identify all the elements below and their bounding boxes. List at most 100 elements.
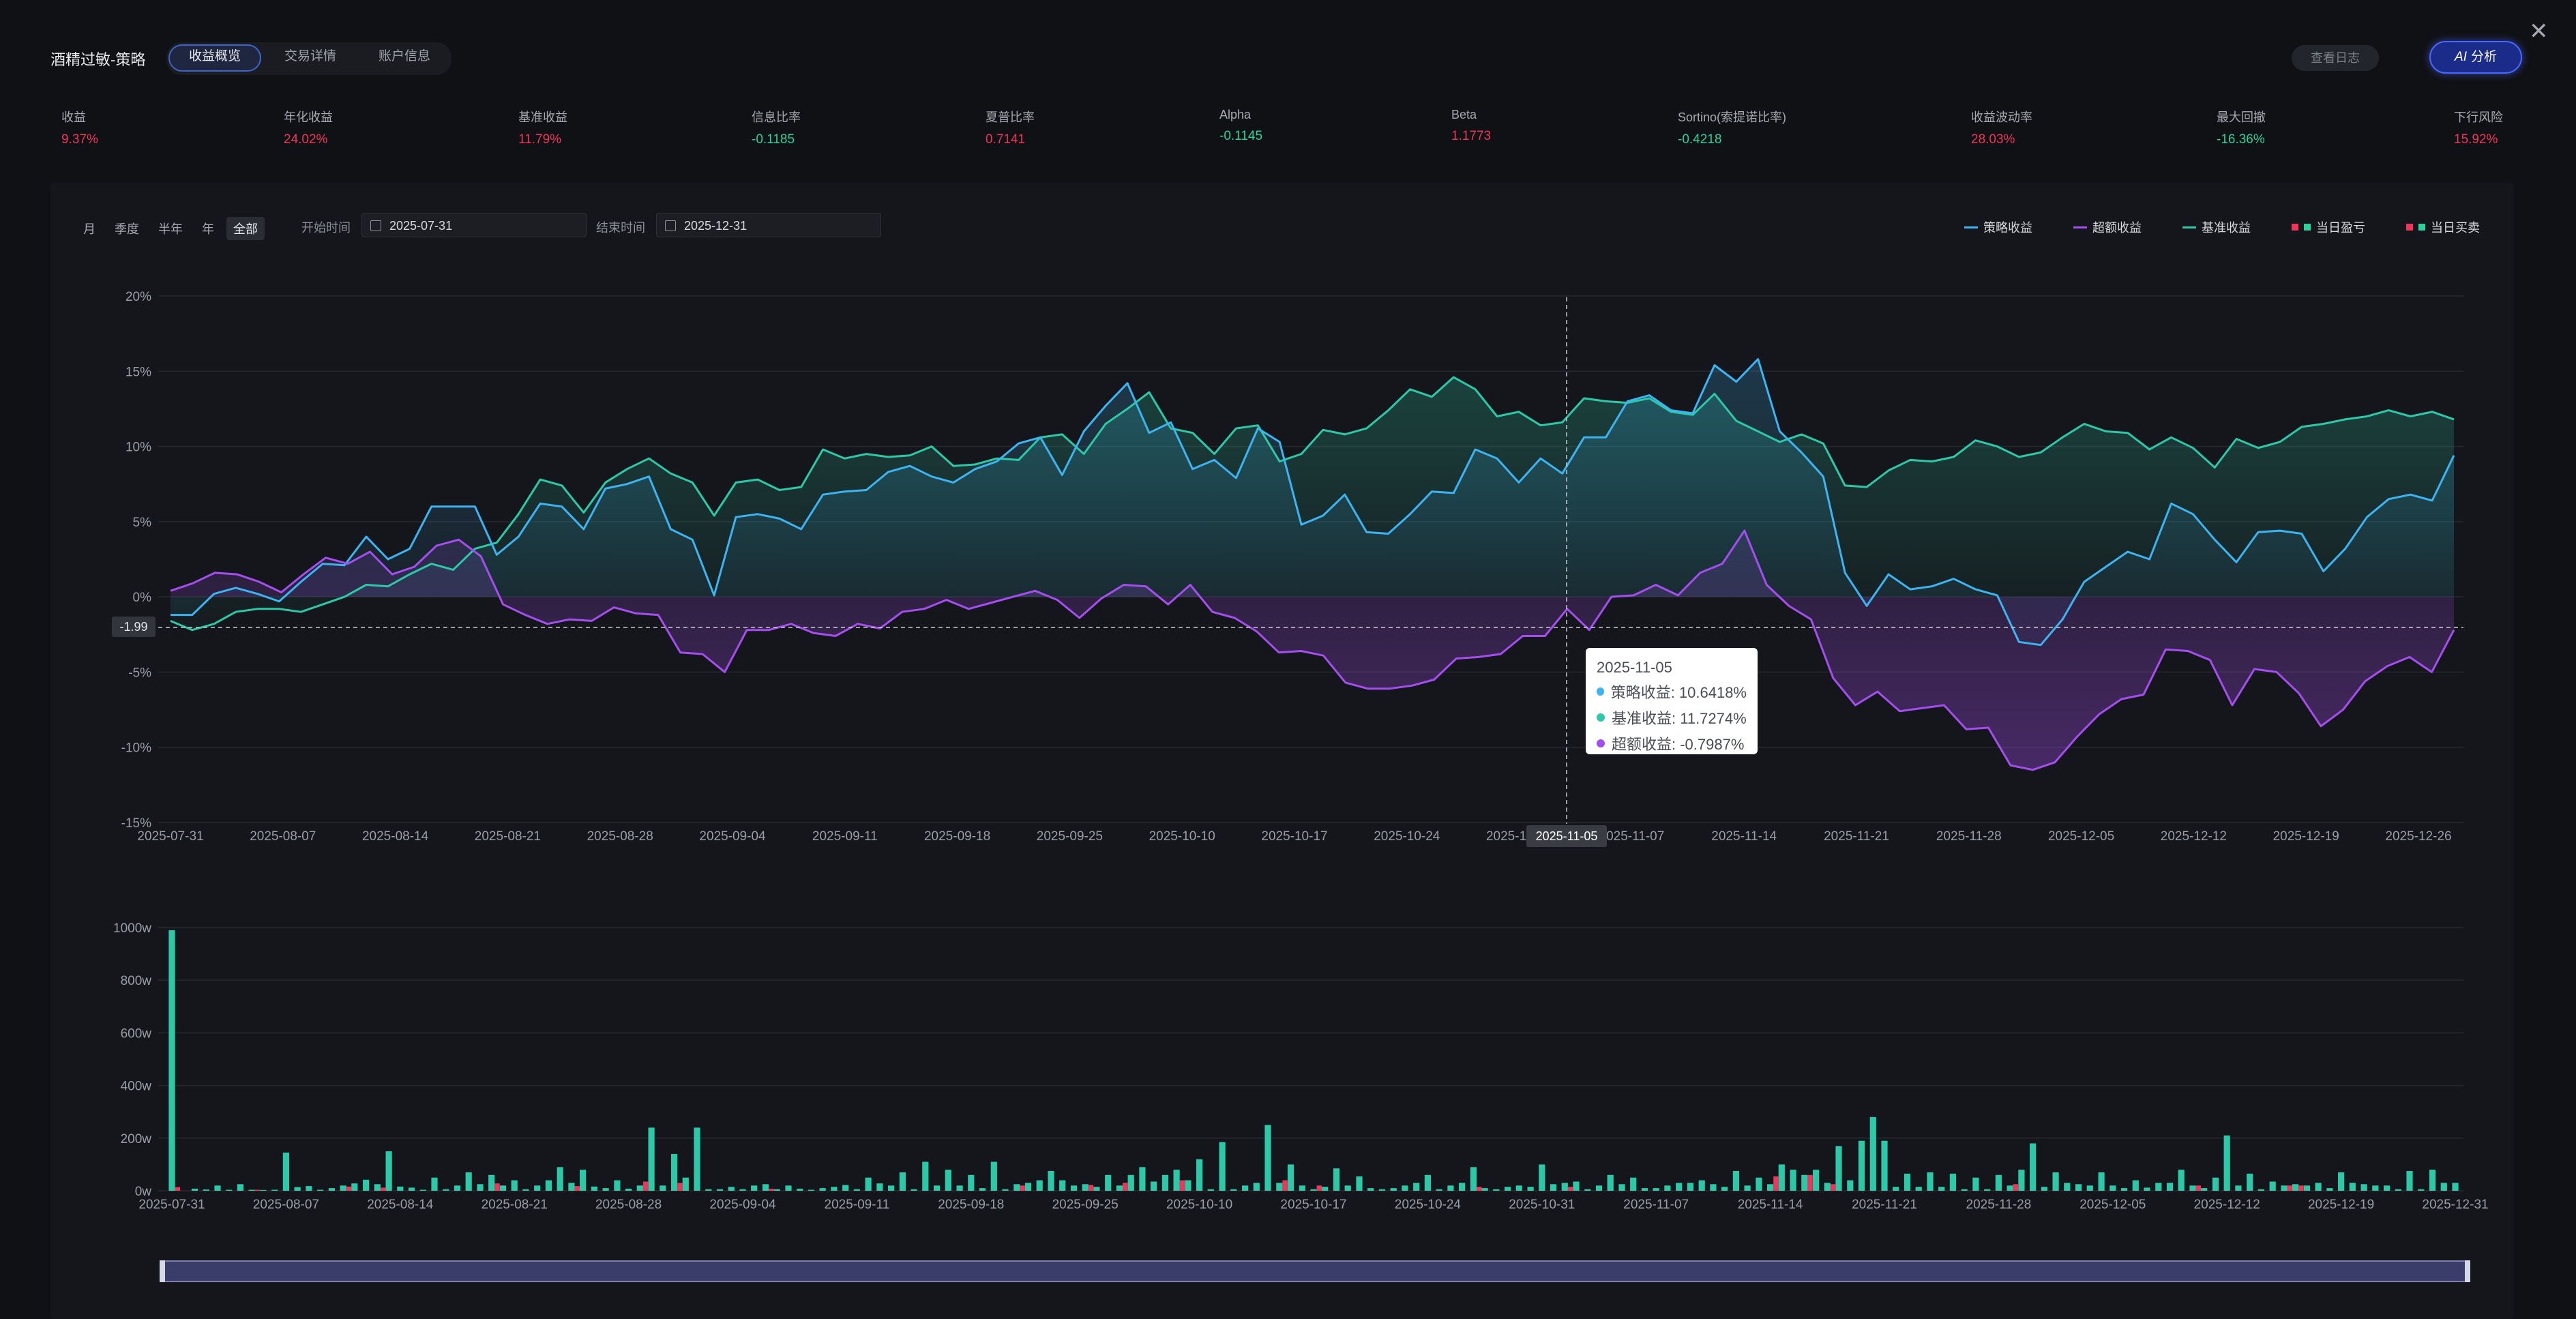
metric-label: Sortino(索提诺比率)	[1678, 110, 1787, 124]
y-tick-label: 200w	[121, 1132, 152, 1146]
tab-account-info[interactable]: 账户信息	[379, 49, 431, 63]
range-month[interactable]: 月	[83, 222, 95, 236]
metric-value: -0.1145	[1219, 129, 1263, 143]
legend-excess[interactable]: 超额收益	[2073, 218, 2142, 236]
chart-panel	[50, 183, 2514, 1319]
y-tick-label: 0%	[133, 591, 152, 605]
bar-pnl	[346, 1186, 352, 1191]
close-icon[interactable]: ✕	[2529, 18, 2549, 44]
bar-buy	[1253, 1183, 1260, 1191]
bar-buy	[1242, 1185, 1249, 1191]
legend-label: 策略收益	[1983, 221, 2032, 235]
bar-buy	[1173, 1170, 1180, 1191]
crosshair-date-tag: 2025-11-05	[1526, 825, 1607, 847]
bar-buy	[1219, 1142, 1226, 1191]
tab-overview[interactable]: 收益概览	[168, 44, 262, 72]
bar-buy	[1287, 1164, 1294, 1191]
bar-buy	[580, 1170, 587, 1191]
legend-label: 当日盈亏	[2316, 221, 2365, 235]
bar-buy	[2052, 1172, 2059, 1191]
metric-label: 夏普比率	[986, 110, 1035, 124]
tooltip-value: 基准收益: 11.7274%	[1612, 710, 1747, 727]
metric-value: 1.1773	[1451, 129, 1492, 143]
y-tick-label: 5%	[133, 516, 152, 530]
bar-buy	[1059, 1180, 1066, 1191]
metric-return: 收益 9.37%	[61, 108, 98, 147]
metric-beta: Beta 1.1773	[1451, 108, 1491, 144]
bar-buy	[1630, 1177, 1637, 1191]
x-tick-label: 2025-09-11	[825, 1198, 890, 1212]
bar-buy	[1527, 1187, 1534, 1191]
bar-buy	[671, 1154, 678, 1191]
metric-value: 24.02%	[284, 132, 328, 147]
tab-trade-details[interactable]: 交易详情	[284, 49, 337, 63]
bar-pnl	[494, 1183, 500, 1191]
bar-buy	[363, 1179, 370, 1191]
bar-buy	[853, 1189, 860, 1191]
x-tick-label: 2025-10-24	[1395, 1198, 1462, 1212]
tooltip-row: 基准收益: 11.7274%	[1597, 707, 1747, 728]
legend-strategy[interactable]: 策略收益	[1964, 218, 2032, 236]
legend-line-icon	[2182, 226, 2196, 228]
zoom-slider[interactable]	[160, 1260, 2470, 1282]
bar-buy	[1413, 1183, 1420, 1191]
legend-daily-pnl[interactable]: 当日盈亏	[2292, 218, 2365, 236]
bar-buy	[2007, 1185, 2013, 1191]
bar-buy	[545, 1180, 552, 1191]
bar-buy	[2086, 1185, 2093, 1191]
bar-buy	[2178, 1170, 2185, 1191]
x-tick-label: 2025-12-31	[2422, 1198, 2488, 1212]
x-tick-label: 2025-09-18	[938, 1198, 1004, 1212]
start-date-input[interactable]: 2025-07-31	[361, 213, 587, 237]
bar-buy	[1196, 1159, 1203, 1191]
bar-buy	[2041, 1187, 2047, 1191]
bar-buy	[1767, 1184, 1774, 1191]
zoom-handle-left[interactable]	[160, 1260, 165, 1282]
metric-label: 最大回撤	[2217, 110, 2266, 124]
end-date-input[interactable]: 2025-12-31	[656, 213, 881, 237]
bar-buy	[488, 1174, 495, 1191]
metric-value: 28.03%	[1971, 132, 2015, 147]
metric-value: 11.79%	[518, 132, 562, 147]
bar-buy	[1595, 1185, 1603, 1191]
range-quarter[interactable]: 季度	[115, 222, 139, 236]
bar-pnl	[1179, 1180, 1185, 1191]
bar-buy	[1756, 1177, 1762, 1191]
tooltip-dot-icon	[1597, 739, 1605, 747]
view-log-button[interactable]: 查看日志	[2292, 45, 2379, 71]
bar-buy	[1161, 1174, 1168, 1191]
range-all[interactable]: 全部	[226, 217, 265, 240]
bar-buy	[2064, 1183, 2071, 1191]
bar-buy	[968, 1174, 975, 1191]
range-year[interactable]: 年	[202, 222, 214, 236]
metric-label: 基准收益	[518, 110, 567, 124]
bar-buy	[1824, 1183, 1831, 1191]
bar-buy	[797, 1188, 803, 1191]
bar-buy	[237, 1184, 243, 1191]
bar-buy	[203, 1189, 209, 1191]
bar-buy	[2132, 1180, 2139, 1191]
range-half-year[interactable]: 半年	[158, 222, 183, 236]
legend-daily-trades[interactable]: 当日买卖	[2406, 218, 2480, 236]
bar-pnl	[1316, 1185, 1322, 1191]
bar-buy	[1801, 1174, 1808, 1191]
bar-pnl	[677, 1183, 683, 1191]
x-tick-label: 2025-10-17	[1261, 829, 1327, 844]
zoom-handle-right[interactable]	[2465, 1260, 2470, 1282]
x-tick-label: 2025-12-05	[2048, 829, 2114, 844]
bar-buy	[408, 1187, 415, 1191]
series-line	[170, 376, 2455, 632]
series-line	[170, 529, 2455, 771]
start-date-value: 2025-07-31	[389, 219, 453, 233]
bar-buy	[751, 1185, 758, 1191]
tooltip-value: 策略收益: 10.6418%	[1610, 684, 1747, 701]
bar-buy	[1847, 1180, 1854, 1191]
bar-buy	[2212, 1177, 2219, 1191]
bar-buy	[351, 1183, 358, 1191]
ai-analysis-button[interactable]: AI 分析	[2429, 41, 2522, 74]
bar-buy	[705, 1189, 712, 1191]
legend-benchmark[interactable]: 基准收益	[2182, 218, 2251, 236]
bar-buy	[1790, 1170, 1796, 1191]
bar-buy	[1835, 1146, 1842, 1191]
